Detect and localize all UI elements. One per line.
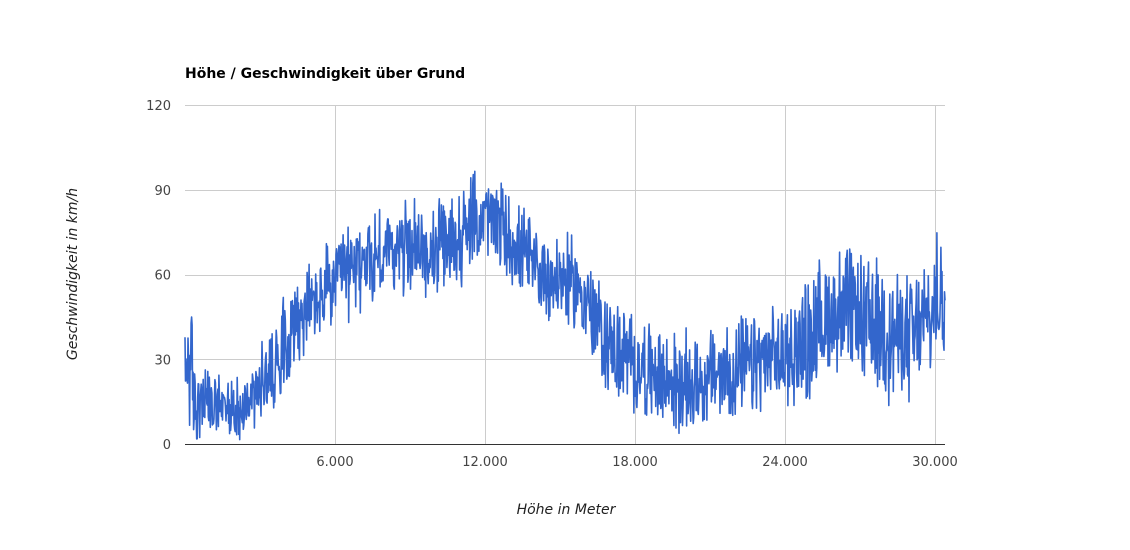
x-tick-label: 6.000 bbox=[316, 455, 353, 470]
y-tick-label: 90 bbox=[154, 184, 171, 199]
y-axis-label: Geschwindigkeit in km/h bbox=[65, 188, 81, 360]
y-tick-label: 60 bbox=[154, 269, 171, 284]
x-tick-label: 24.000 bbox=[762, 455, 808, 470]
y-tick-labels: 0 30 60 90 120 bbox=[146, 99, 171, 453]
x-tick-label: 18.000 bbox=[612, 455, 658, 470]
x-axis-label: Höhe in Meter bbox=[517, 502, 617, 518]
x-tick-labels: 6.000 12.000 18.000 24.000 30.000 bbox=[316, 455, 957, 470]
y-tick-label: 120 bbox=[146, 99, 171, 114]
y-tick-label: 30 bbox=[154, 353, 171, 368]
x-tick-label: 30.000 bbox=[912, 455, 958, 470]
y-tick-label: 0 bbox=[163, 438, 171, 453]
x-tick-label: 12.000 bbox=[462, 455, 508, 470]
chart-title: Höhe / Geschwindigkeit über Grund bbox=[185, 66, 465, 82]
series-line-speed bbox=[184, 170, 946, 441]
